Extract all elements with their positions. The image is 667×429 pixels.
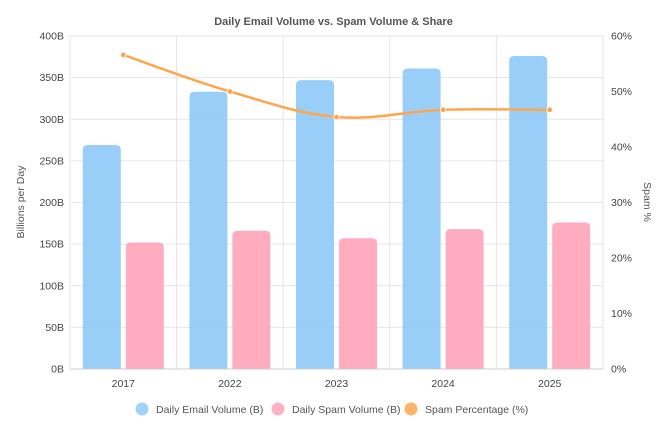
y2-tick-label: 10%: [611, 308, 632, 320]
legend: Daily Email Volume (B) Daily Spam Volume …: [135, 402, 529, 417]
y-tick-label: 400B: [39, 31, 64, 43]
axes: 0B 50B 100B 150B 200B 250B 300B 350B 400B 0% 10% 20…: [39, 31, 632, 391]
spam-volume-bar[interactable]: [232, 230, 271, 369]
legend-swatch: [135, 402, 149, 416]
x-tick-label: 2023: [325, 378, 349, 390]
y2-axis-title: Spam %: [641, 182, 653, 222]
y2-tick-label: 20%: [611, 253, 632, 265]
y-tick-label: 300B: [39, 114, 64, 126]
y2-tick-label: 50%: [611, 86, 632, 98]
legend-swatch: [404, 402, 418, 416]
spam-volume-bar[interactable]: [552, 222, 591, 369]
email-volume-bar[interactable]: [509, 55, 548, 369]
y2-tick-label: 60%: [611, 31, 632, 43]
email-volume-bar[interactable]: [402, 68, 441, 369]
x-tick-label: 2025: [538, 378, 562, 390]
spam-percentage-point[interactable]: [333, 113, 340, 121]
legend-swatch: [271, 402, 285, 416]
spam-percentage-point[interactable]: [439, 106, 447, 114]
email-volume-bar[interactable]: [296, 80, 334, 369]
y2-tick-label: 40%: [611, 142, 632, 154]
y-tick-label: 200B: [39, 197, 64, 209]
spam-percentage-point[interactable]: [546, 106, 553, 114]
x-tick-label: 2022: [218, 378, 242, 390]
y-tick-label: 100B: [39, 280, 64, 292]
legend-item[interactable]: Spam Percentage (%): [404, 402, 529, 417]
chart-title: Daily Email Volume vs. Spam Volume & Sha…: [214, 16, 453, 28]
y-tick-label: 50B: [45, 322, 64, 334]
y2-tick-label: 0%: [611, 364, 626, 376]
legend-item[interactable]: Daily Email Volume (B): [135, 402, 264, 417]
grid: [69, 35, 604, 370]
email-volume-bar[interactable]: [189, 91, 228, 369]
spam-percentage-point[interactable]: [226, 88, 234, 95]
legend-label: Daily Spam Volume (B): [292, 404, 401, 416]
spam-volume-bar[interactable]: [339, 238, 377, 369]
legend-label: Spam Percentage (%): [425, 404, 528, 416]
bars: [82, 55, 591, 369]
email-volume-bar[interactable]: [82, 145, 121, 369]
y-axis-title: Billions per Day: [15, 165, 27, 239]
y2-tick-label: 30%: [611, 197, 632, 209]
x-tick-label: 2017: [112, 378, 136, 390]
legend-item[interactable]: Daily Spam Volume (B): [271, 402, 401, 417]
x-tick-label: 2024: [431, 378, 455, 390]
spam-percentage-path: [122, 53, 550, 119]
spam-percentage-line: [120, 51, 553, 121]
spam-volume-bar[interactable]: [445, 229, 484, 369]
spam-volume-bar[interactable]: [125, 242, 164, 369]
y-tick-label: 150B: [39, 239, 64, 251]
spam-percentage-point[interactable]: [120, 51, 127, 59]
y-tick-label: 350B: [39, 72, 64, 84]
y-tick-label: 0B: [51, 364, 64, 376]
y-tick-label: 250B: [39, 155, 64, 167]
legend-label: Daily Email Volume (B): [156, 404, 263, 416]
